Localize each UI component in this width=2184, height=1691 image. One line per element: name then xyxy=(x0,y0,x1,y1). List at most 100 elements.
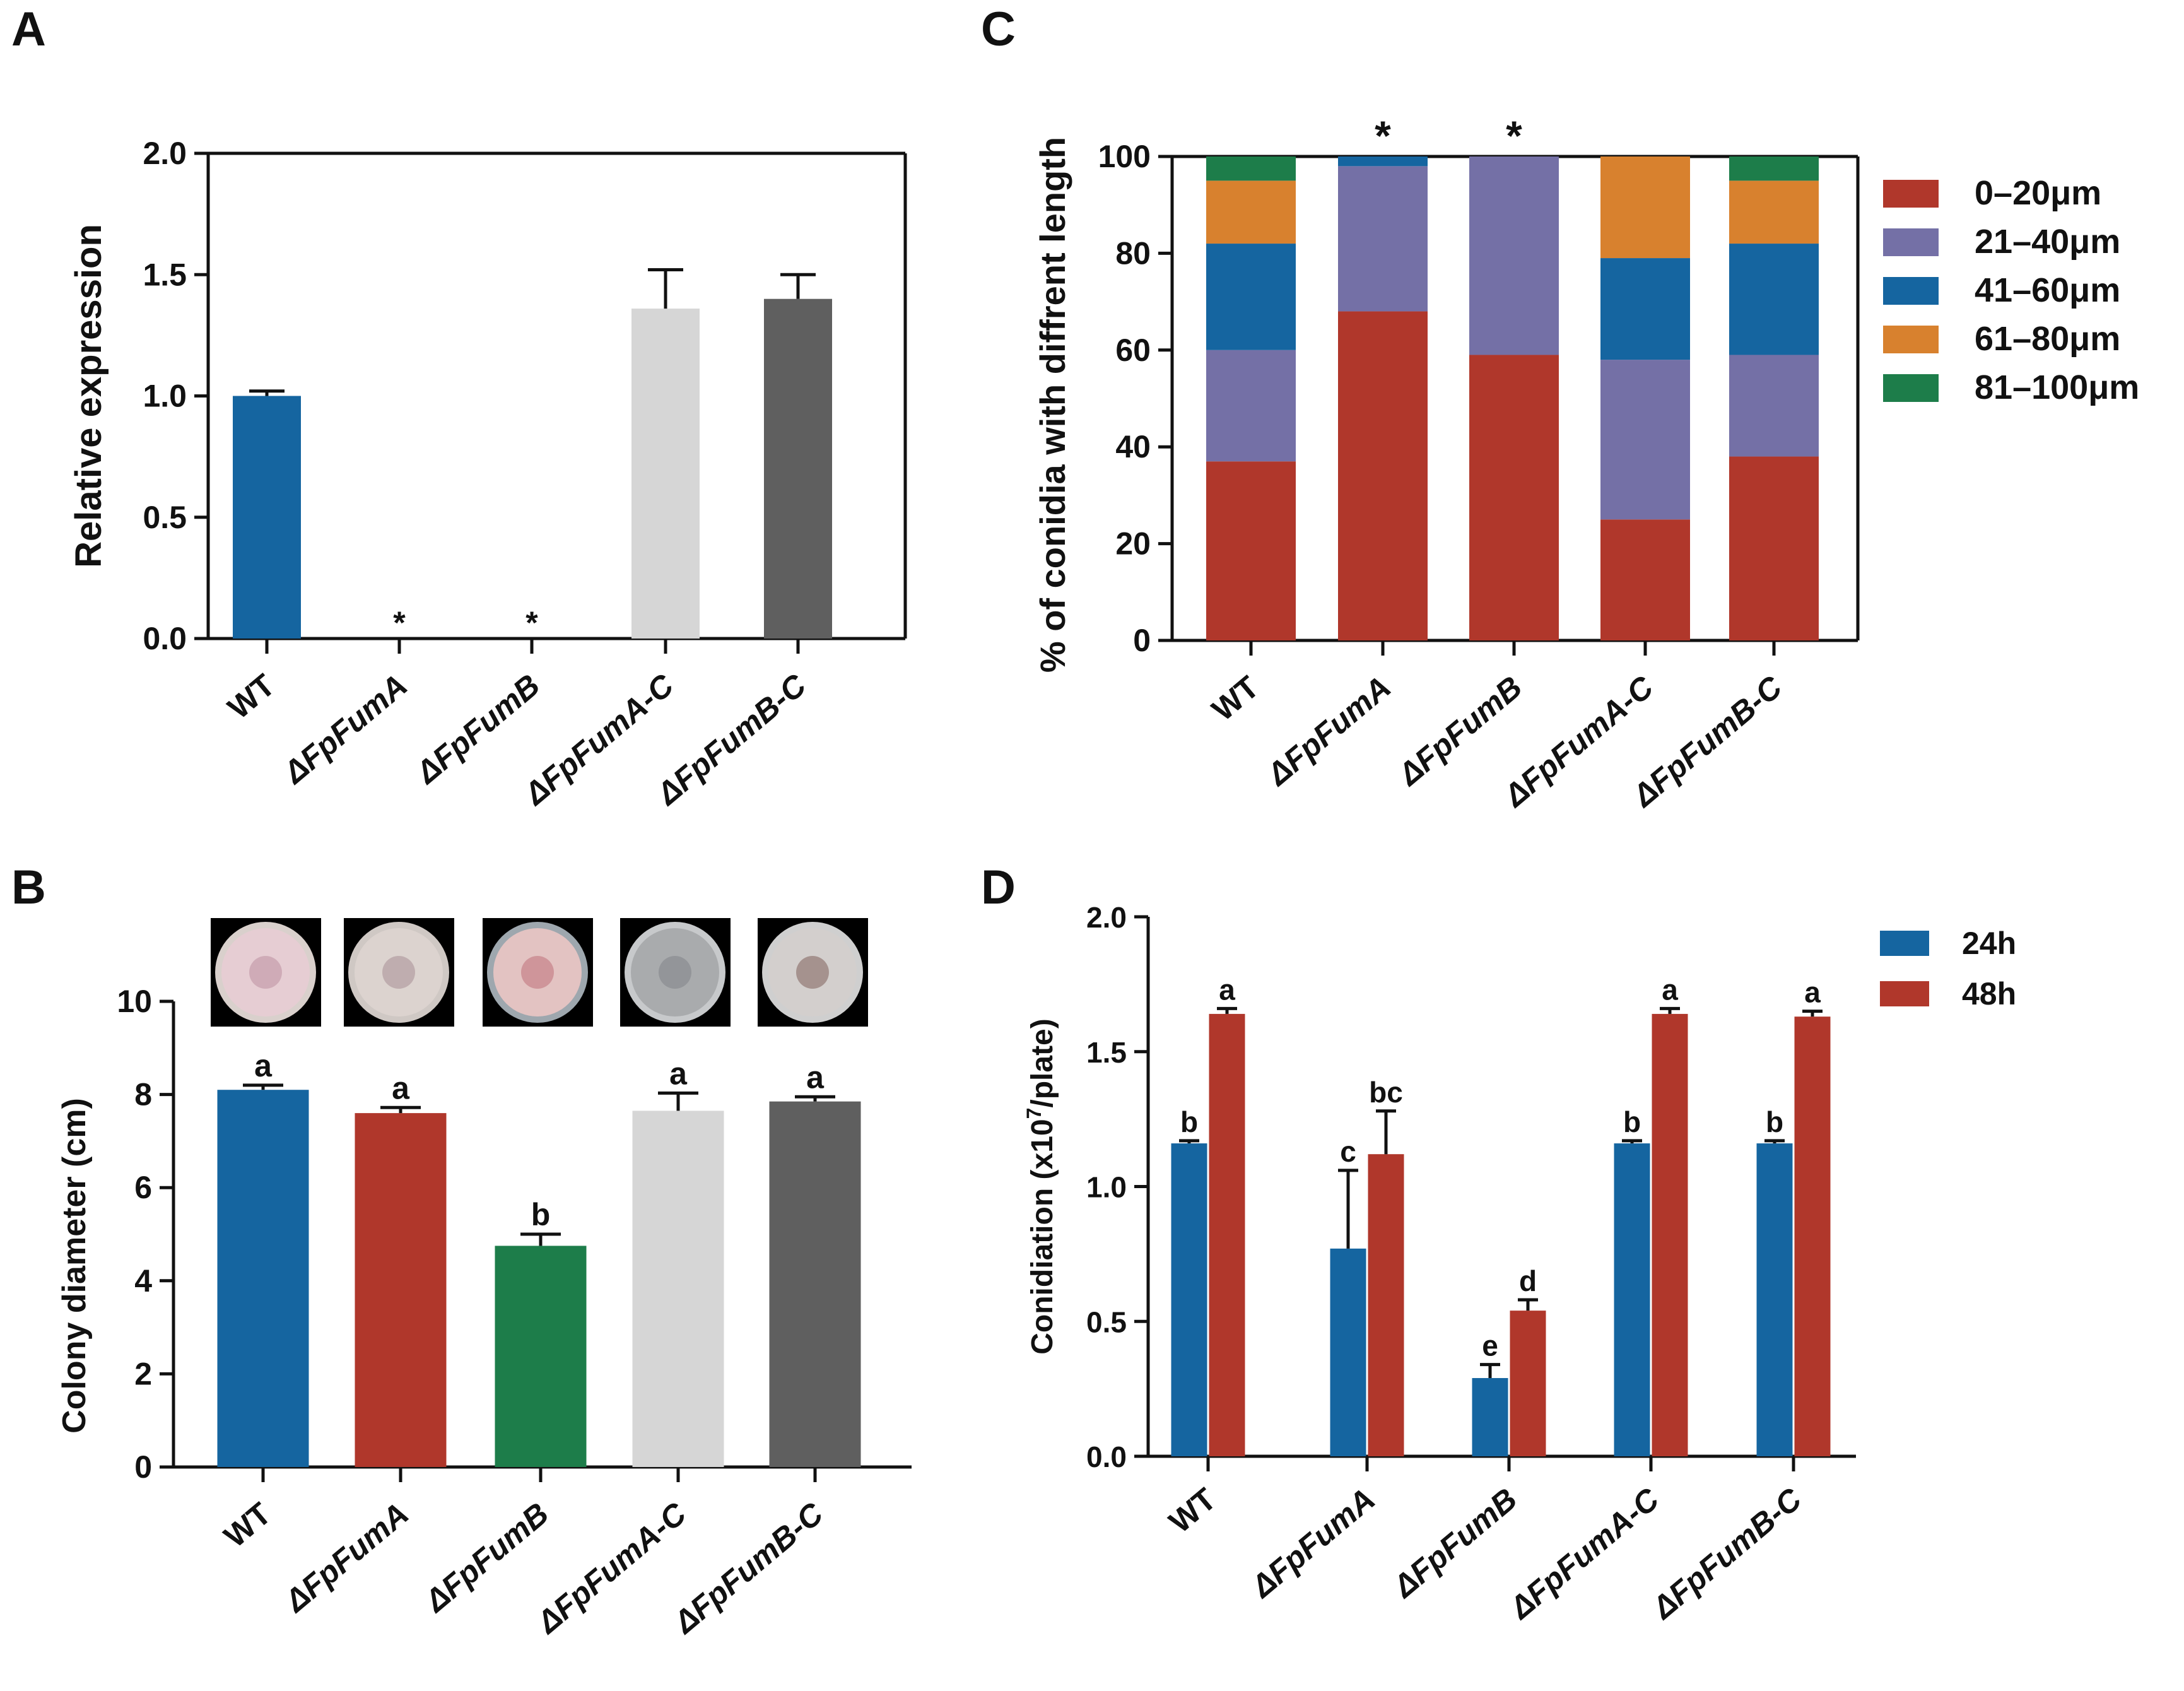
y-tick-label: 10 xyxy=(117,984,152,1019)
legend-swatch xyxy=(1880,931,1929,956)
stacked-bar-segment xyxy=(1600,156,1690,259)
colony-center xyxy=(382,956,415,989)
significance-marker: * xyxy=(1375,112,1391,159)
y-tick-label: 80 xyxy=(1115,235,1151,271)
stacked-bar-segment xyxy=(1729,355,1819,457)
x-tick-label: ΔFpFumA xyxy=(278,1496,416,1620)
bar xyxy=(632,1111,724,1467)
stacked-bar-segment xyxy=(1338,166,1428,312)
colony-center xyxy=(659,956,691,989)
significance-marker: * xyxy=(1506,112,1522,159)
y-tick-label: 0.5 xyxy=(143,500,187,535)
legend-label: 21–40μm xyxy=(1975,223,2120,261)
y-tick-label: 0 xyxy=(1133,623,1151,658)
chart-panel-c: 020406080100WT*ΔFpFumA*ΔFpFumBΔFpFumA-CΔ… xyxy=(1033,112,2139,815)
significance-letter: b xyxy=(1623,1105,1641,1138)
y-tick-label: 6 xyxy=(134,1170,152,1205)
x-tick-label: WT xyxy=(221,668,282,726)
significance-letter: a xyxy=(1662,973,1678,1006)
x-tick-label: ΔFpFumB xyxy=(1391,669,1529,793)
bar xyxy=(1368,1154,1404,1456)
bar xyxy=(1652,1013,1688,1456)
y-tick-label: 1.5 xyxy=(143,257,187,292)
x-tick-label: WT xyxy=(218,1496,278,1555)
y-axis-title-exponent: 7 xyxy=(1023,1108,1045,1119)
x-tick-label: ΔFpFumB xyxy=(418,1496,556,1620)
y-axis-title: Colony diameter (cm) xyxy=(56,1098,93,1434)
bar xyxy=(1209,1013,1245,1456)
y-tick-label: 60 xyxy=(1115,333,1151,368)
x-tick-label: ΔFpFumA xyxy=(1260,669,1398,793)
y-axis-title: Conidiation (x107/plate) xyxy=(1023,1018,1059,1355)
significance-letter: a xyxy=(392,1070,410,1105)
significance-letter: e xyxy=(1482,1329,1498,1362)
stacked-bar-segment xyxy=(1206,180,1296,244)
x-tick-label: ΔFpFumB xyxy=(1386,1482,1524,1605)
bar xyxy=(764,298,832,639)
y-axis-title: % of conidia with diffrent length xyxy=(1033,137,1072,673)
colony-center xyxy=(249,956,282,989)
bar xyxy=(1614,1143,1650,1456)
significance-marker: * xyxy=(525,605,538,640)
legend-swatch xyxy=(1883,277,1939,305)
panel-label-c: C xyxy=(981,3,1016,56)
colony-plate-photo: ΔFpFumB colony plate xyxy=(483,918,593,1027)
panel-label-d: D xyxy=(981,861,1016,914)
colony-center xyxy=(796,956,829,989)
stacked-bar-segment xyxy=(1469,355,1559,640)
x-tick-label: ΔFpFumB-C xyxy=(1645,1481,1809,1627)
legend-swatch xyxy=(1883,374,1939,402)
colony-plate-photo: ΔFpFumA-C colony plate xyxy=(620,918,731,1027)
x-tick-label: ΔFpFumB xyxy=(409,668,547,791)
y-tick-label: 0.5 xyxy=(1086,1305,1127,1338)
significance-letter: b xyxy=(531,1197,551,1232)
y-axis-title: Relative expression xyxy=(68,224,109,568)
y-tick-label: 4 xyxy=(134,1263,152,1299)
y-tick-label: 2.0 xyxy=(143,136,187,171)
bar xyxy=(233,396,301,639)
x-tick-label: ΔFpFumA xyxy=(1244,1482,1382,1605)
x-tick-label: ΔFpFumA xyxy=(276,668,414,791)
stacked-bar-segment xyxy=(1338,156,1428,167)
legend-swatch xyxy=(1883,180,1939,208)
stacked-bar-segment xyxy=(1600,360,1690,520)
y-axis-title-main: Conidiation (x10 xyxy=(1026,1119,1059,1354)
bar xyxy=(355,1113,447,1467)
bar xyxy=(631,309,700,639)
colony-plate-photo: ΔFpFumB-C colony plate xyxy=(758,918,868,1027)
significance-letter: c xyxy=(1340,1135,1356,1168)
legend-label: 24h xyxy=(1962,926,2016,961)
y-tick-label: 40 xyxy=(1115,429,1151,464)
chart-panel-a: 0.00.51.01.52.0WT*ΔFpFumA*ΔFpFumBΔFpFumA… xyxy=(68,136,907,813)
bar xyxy=(1472,1378,1508,1456)
panel-label-a: A xyxy=(11,3,46,56)
y-tick-label: 1.0 xyxy=(143,379,187,414)
y-tick-label: 100 xyxy=(1098,139,1151,174)
legend-swatch xyxy=(1883,326,1939,353)
colony-plate-photo: ΔFpFumA colony plate xyxy=(344,918,454,1027)
stacked-bar-segment xyxy=(1338,311,1428,640)
y-axis-title-unit: /plate) xyxy=(1026,1018,1059,1107)
colony-center xyxy=(521,956,554,989)
stacked-bar-segment xyxy=(1729,156,1819,181)
y-tick-label: 2.0 xyxy=(1086,901,1127,934)
colony-plate-photo: WT colony plate xyxy=(211,918,321,1027)
y-tick-label: 0.0 xyxy=(1086,1441,1127,1473)
stacked-bar-segment xyxy=(1600,519,1690,640)
bar xyxy=(769,1101,861,1467)
significance-marker: * xyxy=(393,605,406,640)
stacked-bar-segment xyxy=(1600,258,1690,360)
x-tick-label: ΔFpFumA-C xyxy=(529,1495,693,1641)
bar xyxy=(1510,1311,1546,1456)
significance-letter: a xyxy=(1219,973,1235,1006)
significance-letter: bc xyxy=(1369,1076,1403,1109)
y-tick-label: 0.0 xyxy=(143,621,187,656)
bar xyxy=(1330,1248,1366,1456)
x-tick-label: WT xyxy=(1163,1482,1223,1540)
legend-swatch xyxy=(1880,981,1929,1006)
significance-letter: a xyxy=(254,1048,273,1083)
significance-letter: b xyxy=(1766,1105,1783,1138)
bar xyxy=(1171,1143,1207,1456)
y-tick-label: 2 xyxy=(134,1356,152,1391)
